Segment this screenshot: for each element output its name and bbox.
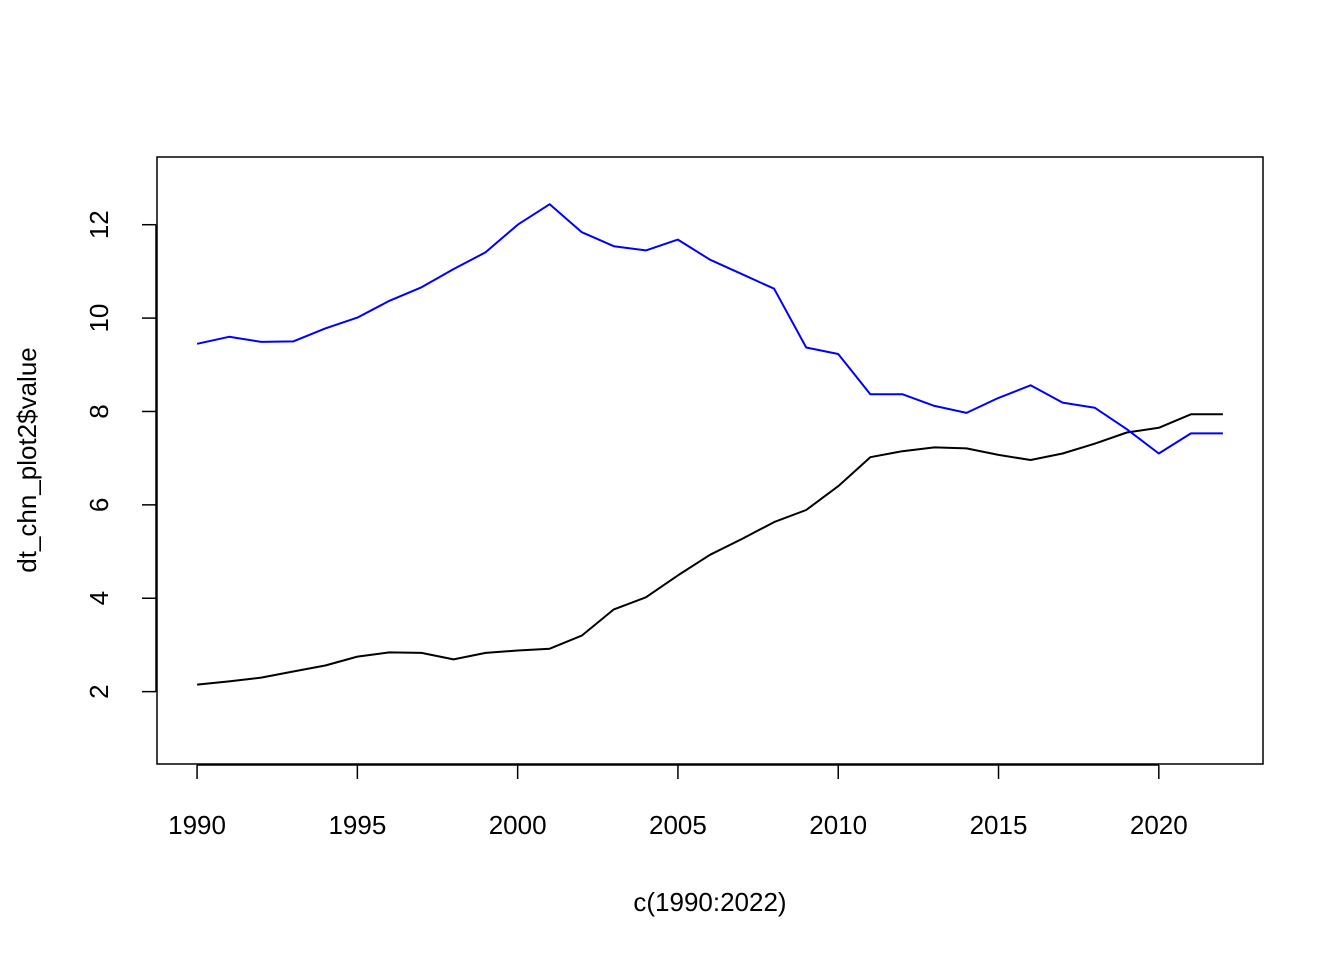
x-tick-label: 1990	[168, 810, 226, 840]
x-tick-label: 2015	[970, 810, 1028, 840]
x-tick-label: 2010	[809, 810, 867, 840]
y-tick-label: 10	[84, 304, 114, 333]
y-tick-label: 6	[84, 498, 114, 512]
y-tick-label: 2	[84, 684, 114, 698]
x-axis-title: c(1990:2022)	[633, 887, 786, 917]
x-tick-label: 2005	[649, 810, 707, 840]
series-line-1	[197, 413, 1223, 686]
x-tick-label: 2000	[489, 810, 547, 840]
y-axis: 2 4 6 8 10 12	[84, 210, 157, 699]
y-tick-label: 8	[84, 404, 114, 418]
y-tick-label: 4	[84, 591, 114, 605]
x-tick-label: 1995	[328, 810, 386, 840]
x-axis: 1990 1995 2000 2005 2010 2015 2020	[168, 764, 1188, 840]
plot-area-border	[156, 156, 1264, 765]
series-group	[196, 203, 1223, 686]
series-line-2	[196, 203, 1223, 455]
y-tick-label: 12	[84, 210, 114, 239]
y-axis-title: dt_chn_plot2$value	[12, 347, 42, 573]
x-tick-label: 2020	[1130, 810, 1188, 840]
